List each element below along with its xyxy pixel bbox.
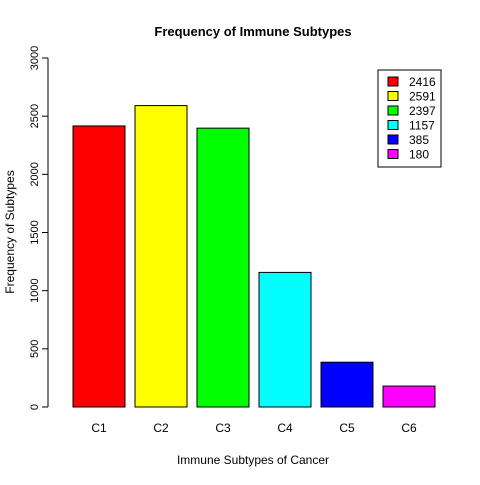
bars-group [72, 105, 436, 408]
legend-label: 2397 [409, 104, 436, 118]
bar-c1 [72, 125, 126, 408]
legend-swatch [387, 105, 399, 116]
y-tick-label: 1500 [29, 220, 41, 244]
x-tick-label: C6 [401, 421, 417, 435]
bar-c3 [196, 127, 250, 408]
x-tick-label: C1 [91, 421, 107, 435]
y-tick-label: 0 [29, 404, 41, 410]
y-tick-label: 2000 [29, 162, 41, 186]
x-tick-label: C3 [215, 421, 231, 435]
legend-swatch [387, 76, 399, 87]
legend-swatch [387, 120, 399, 130]
bar-c5 [320, 361, 374, 408]
bar-c2 [134, 105, 188, 408]
legend-label: 2591 [409, 90, 436, 104]
y-tick-label: 1000 [29, 278, 41, 302]
x-axis-label: Immune Subtypes of Cancer [177, 453, 329, 467]
y-tick-label: 3000 [29, 46, 41, 70]
legend-label: 1157 [409, 119, 435, 133]
x-tick-label: C2 [153, 421, 169, 435]
legend-label: 385 [409, 133, 429, 147]
bar-c6 [382, 385, 436, 408]
legend-swatch [387, 149, 399, 159]
legend-swatch [387, 134, 399, 145]
bar-c4 [258, 271, 312, 408]
x-tick-label: C5 [339, 421, 355, 435]
legend-swatch [387, 91, 399, 101]
y-axis-label: Frequency of Subtypes [3, 170, 17, 293]
y-axis: 0 500 1000 1500 2000 2500 3000 [29, 46, 49, 410]
x-tick-labels: C1 C2 C3 C4 C5 C6 [91, 421, 417, 435]
legend-label: 2416 [409, 75, 436, 89]
chart-title: Frequency of Immune Subtypes [154, 24, 351, 39]
x-tick-label: C4 [277, 421, 293, 435]
y-tick-label: 500 [29, 340, 41, 358]
y-tick-label: 2500 [29, 104, 41, 128]
legend-label: 180 [409, 148, 429, 162]
